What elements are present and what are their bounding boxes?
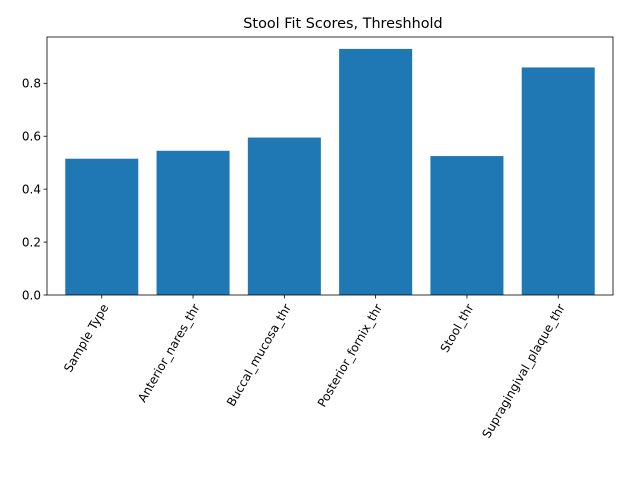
y-tick-label: 0.4 (22, 182, 41, 196)
x-tick-label: Stool_thr (438, 301, 477, 354)
chart-title: Stool Fit Scores, Threshhold (243, 16, 442, 32)
bars-group (65, 48, 595, 296)
y-axis: 0.0 0.2 0.4 0.6 0.8 (22, 77, 47, 302)
bar-buccal-mucosa-thr (247, 137, 321, 295)
x-tick-label: Buccal_mucosa_thr (224, 301, 294, 408)
bar-sample-type (65, 158, 139, 295)
x-tick-label: Anterior_nares_thr (135, 301, 203, 404)
x-tick-label: Supragingival_plaque_thr (479, 301, 567, 440)
x-tick-label: Sample Type (61, 302, 111, 375)
bar-supragingival-plaque-thr (521, 67, 595, 296)
bar-stool-thr (430, 156, 504, 295)
plot-frame (46, 36, 614, 296)
y-tick-label: 0.0 (22, 288, 41, 302)
x-tick-label: Posterior_fornix_thr (315, 301, 385, 409)
y-tick-label: 0.2 (22, 235, 41, 249)
bar-anterior-nares-thr (156, 150, 230, 295)
bar-posterior-fornix-thr (339, 48, 413, 295)
y-tick-label: 0.6 (22, 130, 41, 144)
y-tick-label: 0.8 (22, 77, 41, 91)
x-axis: Sample Type Anterior_nares_thr Buccal_muco… (61, 295, 568, 441)
